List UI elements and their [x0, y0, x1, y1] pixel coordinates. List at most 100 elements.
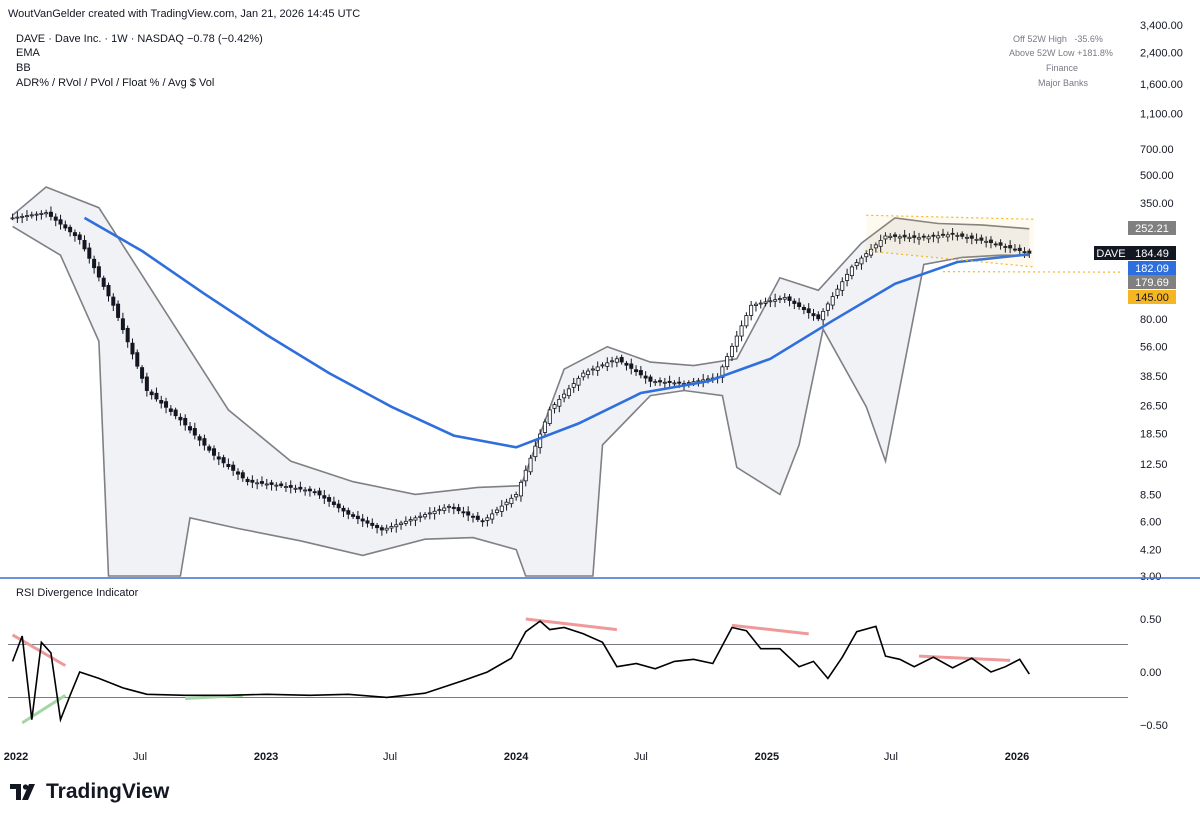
stat-above-low: Above 52W Low +181.8% [1009, 48, 1113, 58]
indicator-adr[interactable]: ADR% / RVol / PVol / Float % / Avg $ Vol [16, 77, 215, 89]
candle-body [988, 239, 993, 244]
candle-body [581, 372, 586, 378]
channel [866, 214, 1123, 273]
candle-body [797, 302, 802, 307]
candle-body [811, 313, 816, 317]
candle-body [912, 235, 917, 238]
level-145-line [943, 271, 1123, 273]
candle-body [825, 303, 830, 311]
candle-body [188, 426, 193, 431]
candle-body [801, 306, 806, 311]
price-tick-label: 26.50 [1140, 400, 1168, 412]
candle-body [494, 509, 499, 513]
candle-body [893, 234, 898, 237]
time-tick-label: 2026 [1005, 751, 1029, 763]
candle-body [269, 482, 274, 485]
candle-body [590, 368, 595, 371]
candle-body [39, 212, 44, 215]
rsi-path [11, 620, 1030, 723]
candle-body [480, 520, 485, 523]
time-tick-label: 2025 [755, 751, 779, 763]
price-tick-label: 350.00 [1140, 198, 1174, 210]
label-ema-text: 182.09 [1135, 263, 1169, 275]
candle-body [523, 469, 528, 482]
time-tick-label: Jul [383, 751, 397, 763]
candle-body [355, 515, 360, 520]
candle-body [979, 237, 984, 241]
candle-body [135, 352, 140, 367]
label-upper-bg [1128, 221, 1176, 235]
indicator-bb[interactable]: BB [16, 62, 31, 74]
candle-body [782, 297, 787, 300]
candle-body [427, 512, 432, 515]
candle-body [504, 501, 509, 506]
price-tick-label: 18.50 [1140, 428, 1168, 440]
candle-body [207, 446, 212, 451]
candle-body [792, 300, 797, 304]
candle-body [144, 376, 149, 391]
candle-body [571, 383, 576, 388]
candle-body [408, 519, 413, 522]
candle-body [677, 381, 682, 384]
candle-body [360, 518, 365, 522]
candle-body [432, 510, 437, 515]
symbol-title: DAVE · Dave Inc. · 1W · NASDAQ [16, 33, 184, 45]
candle-body [283, 486, 288, 488]
price-tick-label: 700.00 [1140, 144, 1174, 156]
candle-body [221, 457, 226, 464]
candle-body [197, 436, 202, 441]
bollinger-band [12, 186, 1030, 577]
rsi-tick-label: 0.00 [1140, 667, 1161, 679]
candle-body [87, 247, 92, 259]
candle-body [298, 486, 303, 490]
stat-value: -35.6% [1074, 34, 1103, 44]
candle-body [336, 503, 341, 509]
candle-body [1012, 248, 1017, 251]
time-tick-label: 2022 [4, 751, 28, 763]
candle-body [125, 327, 130, 343]
ema-path [83, 216, 1030, 449]
time-axis: 2022 Jul 2023 Jul 2024 Jul 2025 Jul 2026 [4, 751, 1029, 763]
price-tick-label: 3,400.00 [1140, 20, 1183, 32]
label-level-bg [1128, 290, 1176, 304]
candle-body [1003, 246, 1008, 248]
rsi-pane [8, 617, 1128, 725]
price-tick-label: 8.50 [1140, 489, 1161, 501]
candle-body [442, 507, 447, 511]
price-tick-label: 6.00 [1140, 517, 1161, 529]
candle-body [1008, 245, 1013, 249]
candle-body [624, 362, 629, 366]
candle-body [883, 235, 888, 240]
candle-body [672, 382, 677, 385]
candle-body [552, 404, 557, 409]
candle-body [566, 388, 571, 397]
candles [10, 206, 1032, 536]
candle-body [629, 363, 634, 369]
candle-body [10, 217, 15, 220]
candle-body [634, 369, 639, 373]
stat-off-high: Off 52W High -35.6% [1013, 34, 1103, 44]
candle-body [667, 380, 672, 383]
candle-body [840, 281, 845, 291]
candle-body [902, 234, 907, 238]
candle-body [226, 463, 231, 468]
candle-body [595, 366, 600, 371]
candle-body [303, 489, 308, 492]
candle-body [327, 497, 332, 502]
candle-body [212, 448, 217, 456]
tradingview-logo[interactable]: TradingView [10, 780, 169, 804]
label-upper-text: 252.21 [1135, 223, 1169, 235]
candle-body [437, 509, 442, 512]
candle-body [763, 301, 768, 304]
candle-body [288, 485, 293, 488]
candle-body [600, 364, 605, 367]
candle-body [130, 342, 135, 355]
candle-body [950, 232, 955, 235]
candle-body [849, 266, 854, 277]
candle-body [44, 212, 49, 215]
candle-body [485, 517, 490, 521]
brand-name: TradingView [46, 780, 170, 803]
price-tick-label: 12.50 [1140, 459, 1168, 471]
indicator-ema[interactable]: EMA [16, 47, 40, 59]
